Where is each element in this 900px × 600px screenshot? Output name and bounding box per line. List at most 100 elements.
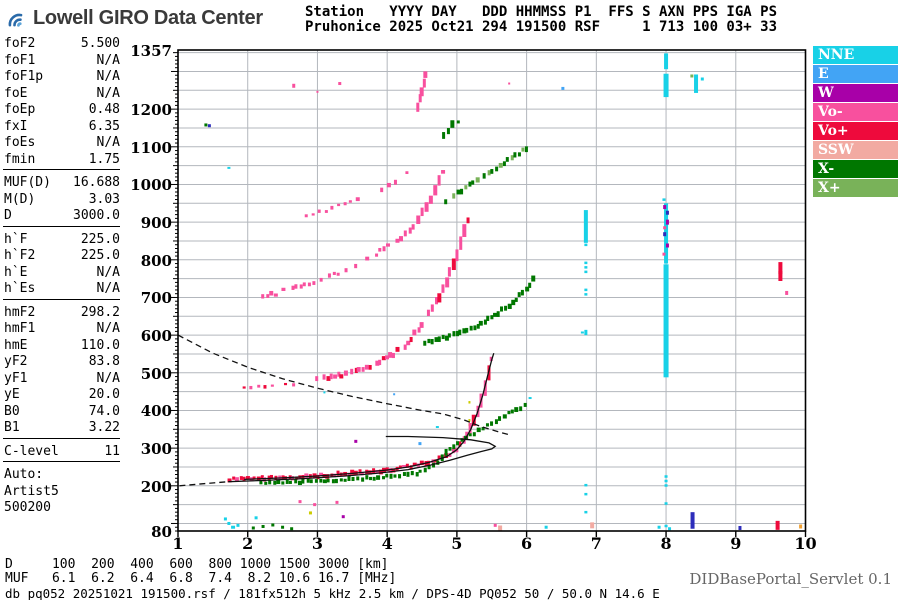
panel-divider xyxy=(3,437,120,439)
param-label: h`Es xyxy=(4,281,36,296)
param-value: 20.0 xyxy=(88,387,120,402)
param-label: fxI xyxy=(4,118,28,134)
param-value: 110.0 xyxy=(80,337,120,353)
param-row-fxi: fxI 6.35 xyxy=(4,119,120,135)
xtick-9: 9 xyxy=(730,534,742,553)
param-value: 83.8 xyxy=(88,354,120,369)
param-label: MUF(D) xyxy=(4,175,51,190)
param-row-foe: foE N/A xyxy=(4,86,120,102)
param-label: h`E xyxy=(4,264,28,280)
param-label: D xyxy=(4,208,12,223)
param-value: 3.22 xyxy=(88,420,120,435)
param-row-fmin: fmin 1.75 xyxy=(4,152,120,168)
param-value: 3.03 xyxy=(88,191,120,207)
panel-divider xyxy=(3,461,120,462)
param-value: 5.500 xyxy=(80,36,120,51)
param-row-he: h`E N/A xyxy=(4,265,120,281)
param-label: Artist5 xyxy=(4,483,59,499)
param-row-md: M(D) 3.03 xyxy=(4,192,120,208)
param-row-fof1: foF1 N/A xyxy=(4,53,120,69)
legend-item-x: X+ xyxy=(813,179,898,197)
muf-row: MUF 6.1 6.2 6.4 6.8 7.4 8.2 10.6 16.7 [M… xyxy=(5,571,397,586)
param-row-fof1p: foF1p N/A xyxy=(4,69,120,85)
param-label: 500200 xyxy=(4,500,51,515)
param-row-b1: B1 3.22 xyxy=(4,420,120,436)
legend-item-w: W xyxy=(813,84,898,102)
param-row-yf2: yF2 83.8 xyxy=(4,354,120,370)
ytick-1200: 1200 xyxy=(130,101,172,120)
panel-divider xyxy=(3,169,120,170)
param-label: hmE xyxy=(4,337,28,353)
param-row-ye: yE 20.0 xyxy=(4,387,120,403)
param-value: N/A xyxy=(96,85,120,101)
param-label: fmin xyxy=(4,151,36,167)
param-row-auto: Auto: xyxy=(4,467,120,483)
xtick-10: 10 xyxy=(794,534,817,553)
param-label: C-level xyxy=(4,443,59,459)
legend-item-e: E xyxy=(813,65,898,83)
param-value: 3000.0 xyxy=(73,208,120,223)
param-label: foF1p xyxy=(4,69,44,84)
param-label: yE xyxy=(4,387,20,402)
xtick-3: 3 xyxy=(311,534,323,553)
ytick-400: 400 xyxy=(140,402,172,421)
param-label: yF1 xyxy=(4,370,28,386)
ytick-800: 800 xyxy=(140,251,172,270)
param-label: foF1 xyxy=(4,52,36,68)
param-label: Auto: xyxy=(4,467,44,482)
param-value: N/A xyxy=(96,52,120,68)
status-bar: db pq052 20251021 191500.rsf / 181fx512h… xyxy=(5,586,660,600)
param-value: 298.2 xyxy=(80,304,120,320)
param-value: N/A xyxy=(96,370,120,386)
ytick-500: 500 xyxy=(140,364,172,383)
ytick-1357: 1357 xyxy=(130,42,172,60)
station-header: Station YYYY DAY DDD HHMMSS P1 FFS S AXN… xyxy=(305,5,777,35)
panel-divider xyxy=(3,298,120,300)
legend-item-vo: Vo- xyxy=(813,103,898,121)
param-row-hf: h`F 225.0 xyxy=(4,232,120,248)
param-row-hf2: h`F2 225.0 xyxy=(4,248,120,264)
param-label: B0 xyxy=(4,403,20,419)
page-title: Lowell GIRO Data Center xyxy=(33,7,263,29)
param-value: 74.0 xyxy=(88,403,120,419)
param-value: N/A xyxy=(96,69,120,84)
ytick-1100: 1100 xyxy=(130,138,172,157)
param-row-artist5: Artist5 xyxy=(4,484,120,500)
param-label: foEp xyxy=(4,102,36,117)
xtick-2: 2 xyxy=(242,534,254,553)
param-row-hme: hmE 110.0 xyxy=(4,338,120,354)
param-row-500200: 500200 xyxy=(4,500,120,516)
param-row-b0: B0 74.0 xyxy=(4,404,120,420)
param-label: h`F2 xyxy=(4,248,36,263)
param-value: 0.48 xyxy=(88,102,120,117)
param-label: B1 xyxy=(4,420,20,435)
param-label: hmF1 xyxy=(4,321,36,336)
param-row-hmf2: hmF2 298.2 xyxy=(4,305,120,321)
param-value: 225.0 xyxy=(80,231,120,247)
param-label: M(D) xyxy=(4,191,36,207)
station-header-values: Pruhonice 2025 Oct21 294 191500 RSF 1 71… xyxy=(305,19,778,35)
legend-item-x: X- xyxy=(813,160,898,178)
param-row-mufd: MUF(D) 16.688 xyxy=(4,175,120,191)
giro-logo-icon xyxy=(6,6,30,30)
ytick-700: 700 xyxy=(140,289,172,308)
param-row-d: D 3000.0 xyxy=(4,208,120,224)
servlet-version-label: DIDBasePortal_Servlet 0.1 xyxy=(689,570,892,588)
legend-item-ssw: SSW xyxy=(813,141,898,159)
param-value: 11 xyxy=(104,443,120,459)
xtick-6: 6 xyxy=(521,534,533,553)
ytick-1000: 1000 xyxy=(130,176,172,195)
ytick-600: 600 xyxy=(140,327,172,346)
station-header-labels: Station YYYY DAY DDD HHMMSS P1 FFS S AXN… xyxy=(305,4,778,20)
xtick-1: 1 xyxy=(172,534,184,553)
ytick-900: 900 xyxy=(140,214,172,233)
param-value: N/A xyxy=(96,264,120,280)
param-row-hmf1: hmF1 N/A xyxy=(4,321,120,337)
param-value: 16.688 xyxy=(73,175,120,190)
param-row-foep: foEp 0.48 xyxy=(4,102,120,118)
param-value: N/A xyxy=(96,321,120,336)
xtick-8: 8 xyxy=(660,534,672,553)
